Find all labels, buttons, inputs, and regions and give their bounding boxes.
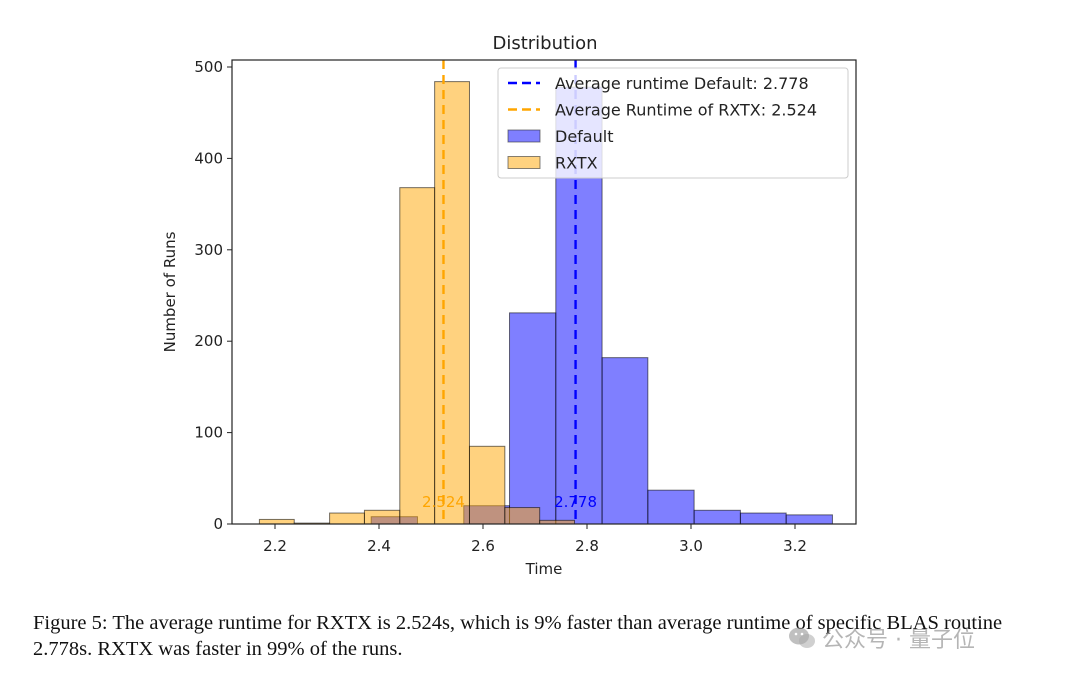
y-axis-label: Number of Runs [161,231,179,352]
y-tick-label: 200 [194,332,223,350]
bar-rxtx-0 [258,518,295,525]
y-tick-label: 0 [213,515,223,533]
mean-annotation-1: 2.524 [422,493,465,511]
x-tick-label: 2.8 [575,537,599,555]
legend-label: Average runtime Default: 2.778 [555,74,809,93]
legend-patch-swatch [507,129,541,143]
y-axis-ticks: 0 100 200 300 400 500 [194,58,232,533]
x-axis-label: Time [525,560,563,578]
bar-rxtx-2 [329,512,365,525]
y-tick-label: 300 [194,241,223,259]
mean-annotation-0: 2.778 [554,493,597,511]
y-tick-label: 500 [194,58,223,76]
x-tick-label: 3.0 [679,537,703,555]
legend: Average runtime Default: 2.778 Average Ru… [497,67,849,179]
legend-label: RXTX [555,154,598,173]
x-tick-label: 2.4 [367,537,391,555]
x-tick-label: 2.2 [263,537,287,555]
x-tick-label: 2.6 [471,537,495,555]
bar-rxtx-5 [434,81,470,525]
histogram-chart: Distribution 2.778 2.524 2.2 2.4 2.6 2.8 3.0 3… [161,33,857,578]
bar-default-7 [693,509,741,525]
mean-annotations: 2.778 2.524 [422,493,597,511]
bar-rxtx-4 [399,187,436,525]
bar-rxtx-6 [468,445,506,525]
bar-default-5 [601,357,649,525]
wechat-icon [788,626,816,650]
y-tick-label: 100 [194,424,223,442]
bar-default-8 [739,512,787,525]
watermark-text: 公众号 · 量子位 [822,628,975,653]
watermark: 公众号 · 量子位 [788,622,975,654]
x-tick-label: 3.2 [783,537,807,555]
figure-caption: Figure 5: The average runtime for RXTX i… [33,612,1003,660]
legend-patch-swatch [507,156,541,169]
bar-default-9 [785,514,833,525]
legend-label: Default [555,127,613,146]
bar-default-3 [509,312,557,525]
x-axis-ticks: 2.2 2.4 2.6 2.8 3.0 3.2 [263,524,807,555]
bar-rxtx-7 [504,507,541,525]
bar-rxtx-3 [363,509,401,525]
legend-box [497,67,849,179]
legend-label: Average Runtime of RXTX: 2.524 [555,101,817,120]
bar-default-6 [647,489,695,525]
y-tick-label: 400 [194,149,223,167]
plot-frame [231,59,857,525]
chart-title: Distribution [492,33,597,54]
